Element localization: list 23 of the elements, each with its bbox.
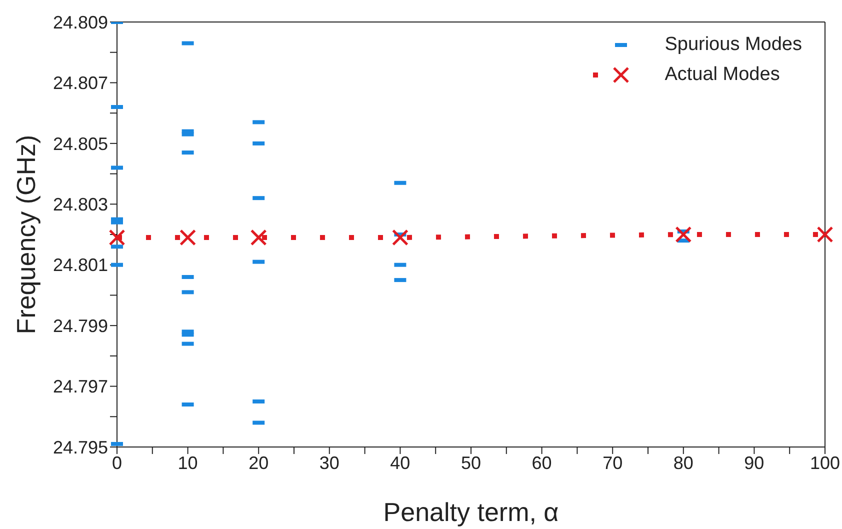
y-tick-label: 24.801 [52,255,108,276]
x-tick-label: 100 [810,452,840,473]
y-tick-label: 24.803 [52,194,108,215]
y-tick-label: 24.805 [52,134,108,154]
y-tick-label: 24.797 [52,376,108,397]
x-tick-label: 20 [248,452,269,473]
legend-label: Spurious Modes [664,34,802,56]
x-tick-label: 40 [390,452,410,473]
y-tick-label: 24.809 [52,12,108,32]
x-tick-label: 30 [319,452,340,473]
y-tick-label: 24.799 [52,316,108,336]
legend-label: Actual Modes [664,64,780,86]
x-tick-label: 50 [460,452,482,473]
x-tick-label: 10 [178,452,198,473]
x-tick-label: 70 [602,452,623,473]
y-tick-label: 24.807 [52,73,108,94]
y-tick-label: 24.795 [52,437,108,458]
y-axis-title: Frequency (GHz) [10,134,41,334]
x-axis-title: Penalty term, α [383,497,559,527]
x-tick-label: 0 [112,452,122,473]
x-tick-label: 80 [673,452,694,473]
x-tick-label: 90 [744,452,764,473]
x-tick-label: 60 [532,452,552,473]
